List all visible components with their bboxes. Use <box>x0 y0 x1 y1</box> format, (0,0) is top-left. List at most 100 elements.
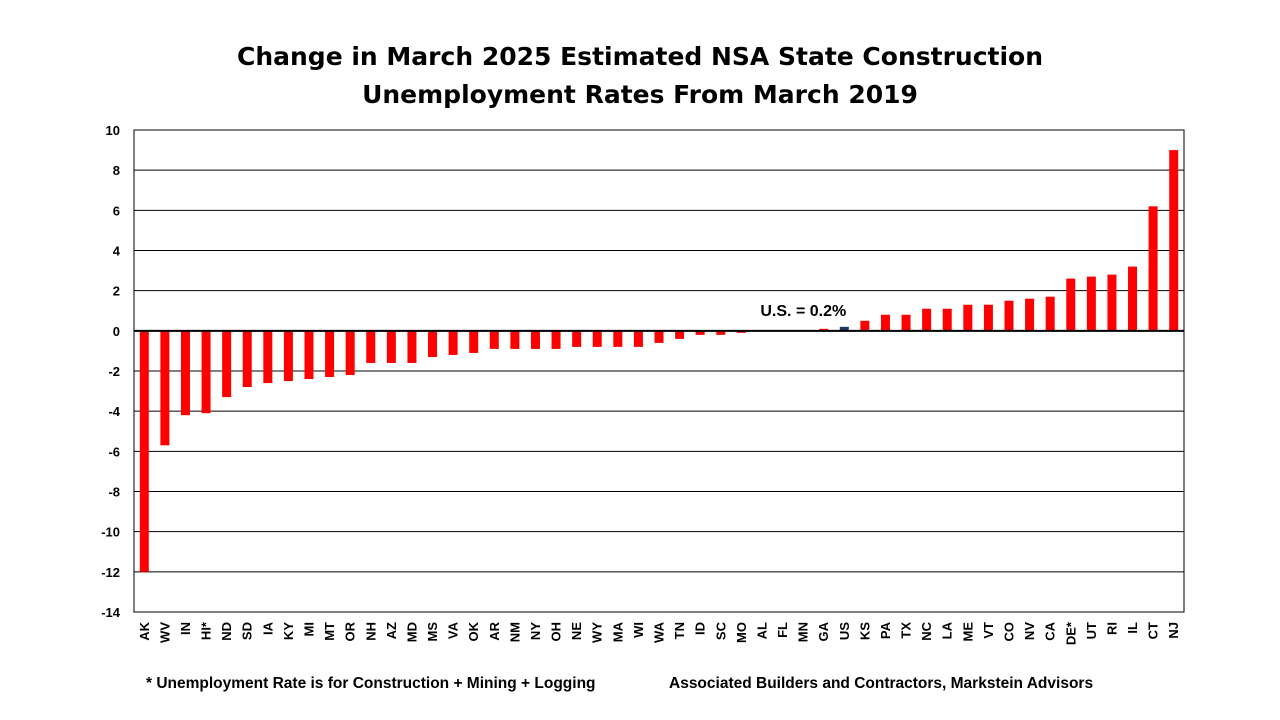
bar-tn <box>675 330 685 339</box>
x-tick-label: MS <box>425 622 440 642</box>
x-tick-label: KY <box>281 622 296 640</box>
bar-ny <box>530 330 540 349</box>
bar-vt <box>983 304 993 331</box>
bar-il <box>1128 266 1138 331</box>
x-tick-label: ME <box>960 622 975 642</box>
footnote-right: Associated Builders and Contractors, Mar… <box>669 675 1094 692</box>
bar-wa <box>654 330 664 343</box>
bar-wi <box>633 330 643 347</box>
bar-tx <box>901 314 911 331</box>
bar-ne <box>572 330 582 347</box>
x-tick-label: MI <box>302 622 317 636</box>
x-tick-label: OR <box>343 621 358 641</box>
chart-title-line-1: Change in March 2025 Estimated NSA State… <box>236 42 1044 71</box>
bar-co <box>1004 300 1014 331</box>
bar-oh <box>551 330 561 349</box>
x-tick-label: RI <box>1104 622 1119 635</box>
bar-or <box>345 330 355 376</box>
bar-nm <box>510 330 520 349</box>
x-tick-label: KS <box>857 622 872 640</box>
axes <box>133 129 1185 613</box>
x-tick-label: SD <box>240 622 255 640</box>
bar-wy <box>592 330 602 347</box>
x-tick-label: PA <box>878 621 893 639</box>
y-tick-label: 8 <box>113 163 120 178</box>
bar-md <box>407 330 417 363</box>
bar-va <box>448 330 458 355</box>
bar-ks <box>860 320 870 331</box>
x-tick-label: IL <box>1125 622 1140 634</box>
y-tick-label: -6 <box>108 444 120 459</box>
x-tick-label: AR <box>487 621 502 640</box>
bar-ak <box>139 330 149 572</box>
plot-border <box>133 129 1185 613</box>
x-tick-label: ID <box>693 622 708 635</box>
y-tick-label: 0 <box>113 324 120 339</box>
x-tick-label: WY <box>590 622 605 643</box>
x-tick-label: MA <box>610 621 625 642</box>
bar-us <box>839 326 849 331</box>
bar-nv <box>1025 298 1035 331</box>
x-tick-label: US <box>837 622 852 640</box>
x-tick-label: NM <box>507 622 522 642</box>
bar-id <box>695 330 705 335</box>
x-tick-label: AZ <box>384 622 399 639</box>
footnote-left: * Unemployment Rate is for Construction … <box>146 675 596 692</box>
x-tick-label: LA <box>940 621 955 639</box>
x-tick-label: NH <box>363 622 378 641</box>
bar-ca <box>1045 296 1055 331</box>
y-tick-label: -12 <box>101 565 120 580</box>
bar-mt <box>325 330 335 378</box>
y-tick-label: 10 <box>106 123 120 138</box>
x-tick-label: WA <box>652 621 667 643</box>
y-tick-label: 6 <box>113 203 120 218</box>
bar-az <box>386 330 396 363</box>
y-tick-label: -10 <box>101 525 120 540</box>
bar-ar <box>489 330 499 349</box>
chart-title: Change in March 2025 Estimated NSA State… <box>0 38 1280 114</box>
bar-ma <box>613 330 623 347</box>
y-tick-label: 2 <box>113 284 120 299</box>
x-tick-label: FL <box>775 622 790 638</box>
x-tick-label: GA <box>816 621 831 641</box>
y-tick-label: -4 <box>108 404 120 419</box>
x-tick-label: IN <box>178 622 193 635</box>
x-tick-label: VA <box>446 621 461 639</box>
y-tick-labels: 10 8 6 4 2 0 -2 -4 -6 -8 -10 -12 -14 <box>101 123 121 620</box>
y-tick-label: -8 <box>108 485 120 500</box>
bar-ri <box>1107 274 1117 331</box>
x-tick-label: NC <box>919 621 934 640</box>
x-tick-label: UT <box>1084 622 1099 639</box>
x-tick-label: MD <box>404 622 419 642</box>
bar-ok <box>469 330 479 353</box>
bar-in <box>180 330 190 416</box>
x-tick-label: TX <box>899 622 914 639</box>
us-annotation: U.S. = 0.2% <box>760 303 846 320</box>
bar-hi-star <box>201 330 211 414</box>
x-tick-label: OK <box>466 621 481 641</box>
x-tick-label: MO <box>734 622 749 643</box>
x-tick-label: WI <box>631 622 646 638</box>
x-tick-label: MT <box>322 622 337 641</box>
bar-ms <box>428 330 438 357</box>
chart-title-line-2: Unemployment Rates From March 2019 <box>362 80 918 109</box>
bar-de-star <box>1066 278 1076 331</box>
x-tick-label: OH <box>549 622 564 642</box>
x-tick-labels: AK WV IN HI* ND SD IA KY MI MT OR NH AZ MD MS VA OK AR NM N… <box>137 621 1181 645</box>
bars <box>139 150 1179 572</box>
bar-nh <box>366 330 376 363</box>
x-tick-label: NJ <box>1166 622 1181 639</box>
bar-pa <box>880 314 890 331</box>
bar-ia <box>263 330 273 384</box>
bar-sd <box>242 330 252 388</box>
bar-ut <box>1086 276 1096 331</box>
x-tick-label: ND <box>219 622 234 641</box>
x-tick-label: CA <box>1043 621 1058 640</box>
x-tick-label: HI* <box>199 621 214 640</box>
x-tick-label: CT <box>1146 622 1161 639</box>
x-tick-label: SC <box>713 621 728 640</box>
bar-ct <box>1148 206 1158 331</box>
y-tick-label: 4 <box>113 244 121 259</box>
x-tick-label: VT <box>981 622 996 639</box>
